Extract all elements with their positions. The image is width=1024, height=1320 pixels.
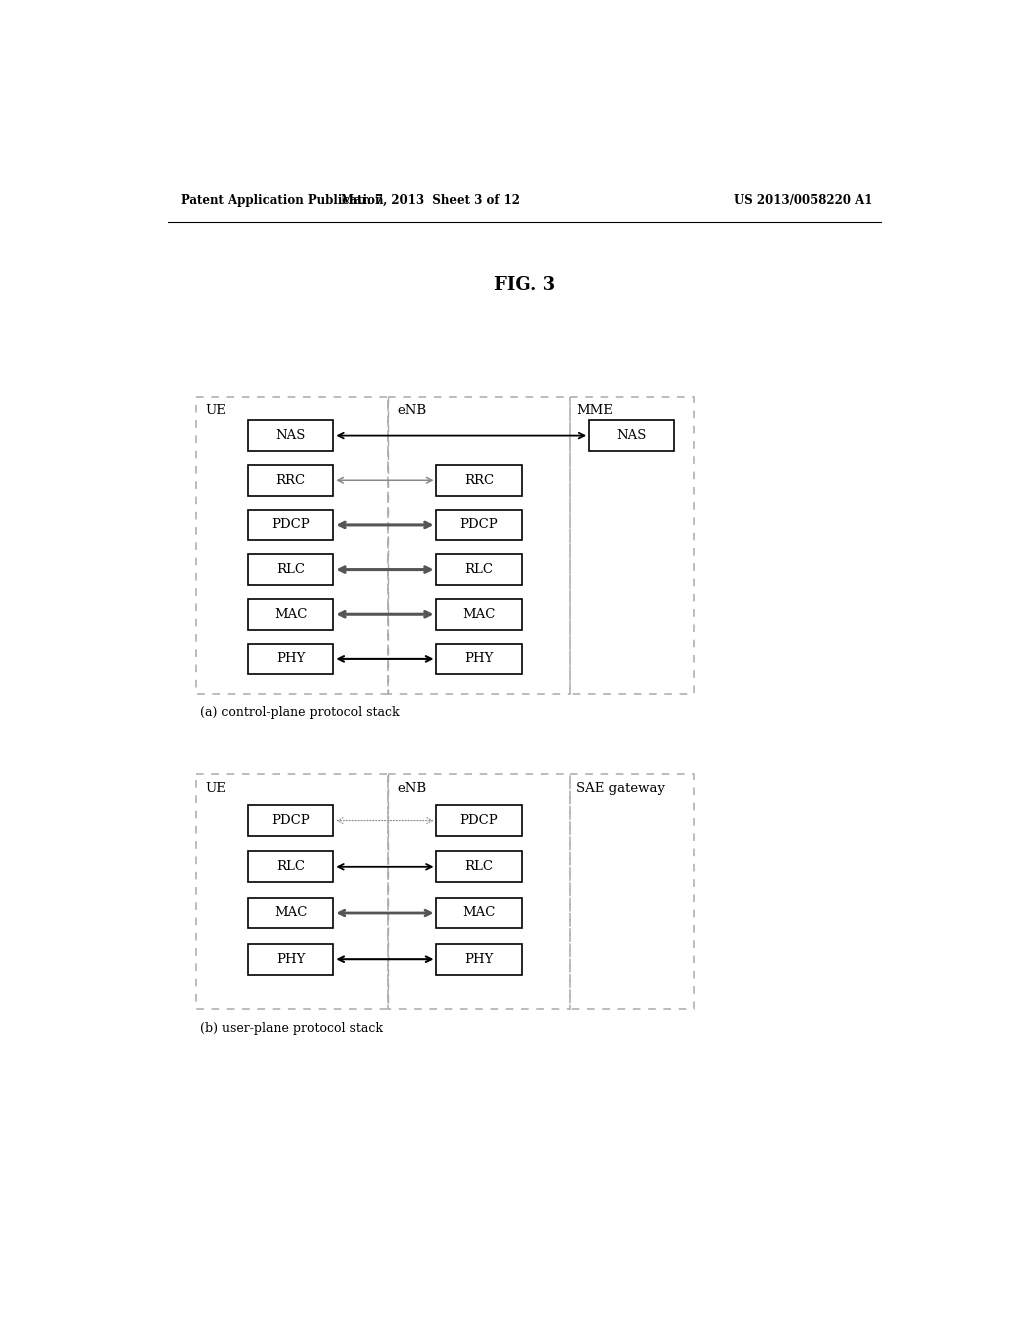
- Text: Mar. 7, 2013  Sheet 3 of 12: Mar. 7, 2013 Sheet 3 of 12: [341, 194, 520, 207]
- Text: MME: MME: [575, 404, 612, 417]
- Bar: [436, 851, 521, 882]
- Text: RRC: RRC: [464, 474, 495, 487]
- Bar: [436, 554, 521, 585]
- Text: RLC: RLC: [276, 564, 305, 576]
- Text: Patent Application Publication: Patent Application Publication: [180, 194, 383, 207]
- Text: NAS: NAS: [616, 429, 647, 442]
- Text: UE: UE: [206, 404, 226, 417]
- Bar: [248, 898, 334, 928]
- Text: FIG. 3: FIG. 3: [495, 276, 555, 294]
- Bar: [197, 775, 388, 1010]
- Bar: [248, 554, 334, 585]
- Text: eNB: eNB: [397, 781, 426, 795]
- Text: RRC: RRC: [275, 474, 306, 487]
- Bar: [436, 599, 521, 630]
- Bar: [248, 420, 334, 451]
- Bar: [436, 510, 521, 540]
- Bar: [388, 775, 569, 1010]
- Text: eNB: eNB: [397, 404, 426, 417]
- Bar: [248, 644, 334, 675]
- Bar: [569, 775, 693, 1010]
- Bar: [248, 851, 334, 882]
- Text: RLC: RLC: [276, 861, 305, 874]
- Text: RLC: RLC: [465, 861, 494, 874]
- Bar: [248, 944, 334, 974]
- Bar: [248, 510, 334, 540]
- Text: MAC: MAC: [463, 607, 496, 620]
- Text: UE: UE: [206, 781, 226, 795]
- Text: PHY: PHY: [465, 953, 494, 966]
- Text: SAE gateway: SAE gateway: [575, 781, 665, 795]
- Text: (b) user-plane protocol stack: (b) user-plane protocol stack: [200, 1022, 383, 1035]
- Text: MAC: MAC: [463, 907, 496, 920]
- Bar: [248, 465, 334, 496]
- Bar: [248, 599, 334, 630]
- Text: PHY: PHY: [276, 953, 305, 966]
- Text: PDCP: PDCP: [460, 519, 499, 532]
- Bar: [197, 397, 388, 693]
- Bar: [589, 420, 675, 451]
- Bar: [436, 944, 521, 974]
- Text: (a) control-plane protocol stack: (a) control-plane protocol stack: [200, 706, 399, 719]
- Text: MAC: MAC: [274, 607, 307, 620]
- Bar: [248, 805, 334, 836]
- Text: PDCP: PDCP: [271, 519, 310, 532]
- Text: PHY: PHY: [465, 652, 494, 665]
- Text: US 2013/0058220 A1: US 2013/0058220 A1: [733, 194, 872, 207]
- Text: PHY: PHY: [276, 652, 305, 665]
- Text: NAS: NAS: [275, 429, 306, 442]
- Bar: [388, 397, 569, 693]
- Bar: [569, 397, 693, 693]
- Text: RLC: RLC: [465, 564, 494, 576]
- Bar: [436, 465, 521, 496]
- Text: MAC: MAC: [274, 907, 307, 920]
- Text: PDCP: PDCP: [460, 814, 499, 828]
- Text: PDCP: PDCP: [271, 814, 310, 828]
- Bar: [436, 898, 521, 928]
- Bar: [436, 644, 521, 675]
- Bar: [436, 805, 521, 836]
